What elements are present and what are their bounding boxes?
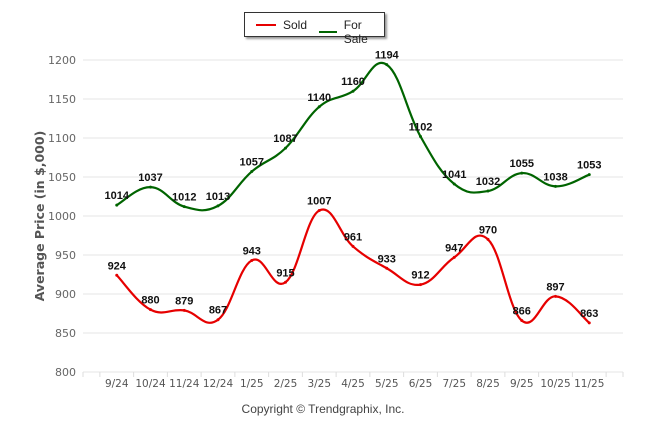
data-label-sold: 915: [276, 267, 294, 279]
data-label-for-sale: 1014: [105, 190, 130, 202]
data-label-sold: 867: [209, 305, 227, 317]
data-label-for-sale: 1013: [206, 191, 230, 203]
x-tick-label: 2/25: [274, 378, 298, 390]
x-tick-label: 1/25: [240, 378, 264, 390]
data-point-for-sale[interactable]: [486, 189, 490, 193]
data-label-for-sale: 1160: [341, 76, 365, 88]
data-point-sold[interactable]: [554, 294, 557, 298]
data-label-sold: 933: [378, 253, 396, 265]
data-point-sold[interactable]: [452, 255, 456, 259]
data-point-sold[interactable]: [419, 283, 422, 287]
legend: Sold For Sale: [244, 12, 385, 46]
data-point-sold[interactable]: [520, 319, 524, 323]
data-label-sold: 961: [344, 231, 362, 243]
y-tick-label: 1200: [48, 54, 76, 67]
data-label-sold: 1007: [307, 196, 331, 208]
data-point-for-sale[interactable]: [115, 203, 119, 207]
y-tick-label: 950: [55, 249, 76, 262]
x-tick-label: 7/25: [442, 378, 466, 390]
data-point-for-sale[interactable]: [250, 170, 254, 174]
data-point-sold[interactable]: [587, 321, 591, 325]
data-label-for-sale: 1041: [442, 169, 466, 181]
data-point-for-sale[interactable]: [554, 184, 557, 188]
x-tick-label: 8/25: [476, 378, 500, 390]
y-tick-label: 1150: [48, 93, 76, 106]
data-label-for-sale: 1032: [476, 176, 500, 188]
x-tick-label: 5/25: [375, 378, 399, 390]
data-label-sold: 943: [243, 245, 261, 257]
data-label-sold: 879: [175, 295, 193, 307]
data-point-sold[interactable]: [317, 209, 321, 213]
data-point-sold[interactable]: [149, 308, 152, 312]
x-tick-label: 10/25: [540, 378, 570, 390]
grid-lines: [83, 59, 623, 373]
legend-item-for-sale[interactable]: For Sale: [319, 18, 384, 46]
data-label-sold: 866: [513, 306, 531, 318]
data-label-sold: 912: [411, 270, 429, 282]
data-label-for-sale: 1057: [240, 157, 264, 169]
data-label-for-sale: 1194: [375, 50, 400, 62]
data-label-for-sale: 1038: [543, 171, 567, 183]
y-tick-label: 1050: [48, 171, 76, 184]
data-point-for-sale[interactable]: [284, 146, 287, 150]
data-point-for-sale[interactable]: [216, 204, 220, 208]
series-group: [115, 61, 591, 325]
data-point-for-sale[interactable]: [587, 173, 591, 177]
data-label-for-sale: 1012: [172, 192, 196, 204]
data-label-for-sale: 1102: [409, 121, 433, 133]
data-point-for-sale[interactable]: [149, 185, 152, 189]
x-tick-label: 6/25: [409, 378, 433, 390]
data-label-for-sale: 1087: [273, 133, 297, 145]
legend-item-sold[interactable]: Sold: [256, 18, 307, 32]
x-tick-label: 10/24: [135, 378, 166, 390]
data-point-sold[interactable]: [115, 273, 119, 277]
data-point-sold[interactable]: [250, 258, 254, 262]
x-tick-label: 3/25: [307, 378, 331, 390]
data-label-sold: 897: [546, 281, 564, 293]
data-point-for-sale[interactable]: [520, 171, 524, 175]
data-point-sold[interactable]: [385, 266, 389, 270]
data-point-for-sale[interactable]: [452, 182, 456, 186]
data-point-for-sale[interactable]: [419, 134, 422, 138]
y-tick-label: 1000: [48, 210, 76, 223]
data-label-sold: 947: [445, 242, 463, 254]
legend-swatch-sold: [256, 24, 276, 26]
y-axis-label: Average Price (in $,000): [32, 131, 47, 302]
data-label-for-sale: 1140: [307, 92, 331, 104]
data-point-for-sale[interactable]: [385, 63, 389, 67]
y-tick-label: 900: [55, 288, 76, 301]
x-tick-label: 12/24: [203, 378, 234, 390]
x-tick-label: 9/25: [510, 378, 534, 390]
data-label-for-sale: 1055: [510, 158, 534, 170]
data-labels: 924 880 879 867 943 915 1007 961 933 912 947 970 866…: [105, 50, 602, 320]
y-tick-label: 800: [55, 366, 76, 379]
data-label-sold: 924: [108, 260, 127, 272]
x-tick-label: 9/24: [105, 378, 129, 390]
y-tick-label: 1100: [48, 132, 76, 145]
data-point-sold[interactable]: [486, 237, 490, 241]
data-label-sold: 970: [479, 224, 497, 236]
data-point-sold[interactable]: [351, 244, 355, 248]
data-label-sold: 863: [580, 308, 598, 320]
data-point-sold[interactable]: [284, 280, 287, 284]
data-point-for-sale[interactable]: [317, 105, 321, 109]
x-tick-label: 11/24: [169, 378, 200, 390]
legend-swatch-for-sale: [319, 31, 337, 33]
y-axis-ticks: 800 850 900 950 1000 1050 1100 1150 1200: [48, 54, 76, 379]
legend-label-for-sale: For Sale: [343, 18, 368, 46]
data-label-for-sale: 1037: [138, 172, 162, 184]
x-tick-label: 4/25: [341, 378, 365, 390]
legend-label-sold: Sold: [283, 18, 308, 32]
data-label-for-sale: 1053: [577, 160, 601, 172]
data-point-for-sale[interactable]: [351, 89, 355, 93]
x-tick-label: 11/25: [574, 378, 604, 390]
y-tick-label: 850: [55, 327, 76, 340]
x-axis: 9/24 10/24 11/24 12/24 1/25 2/25 3/25 4/25 5/25 6…: [82, 371, 624, 390]
data-point-for-sale[interactable]: [182, 205, 186, 209]
data-label-sold: 880: [141, 295, 159, 307]
data-point-sold[interactable]: [216, 318, 220, 322]
copyright-text: Copyright © Trendgraphix, Inc.: [241, 402, 405, 416]
data-point-sold[interactable]: [182, 308, 186, 312]
